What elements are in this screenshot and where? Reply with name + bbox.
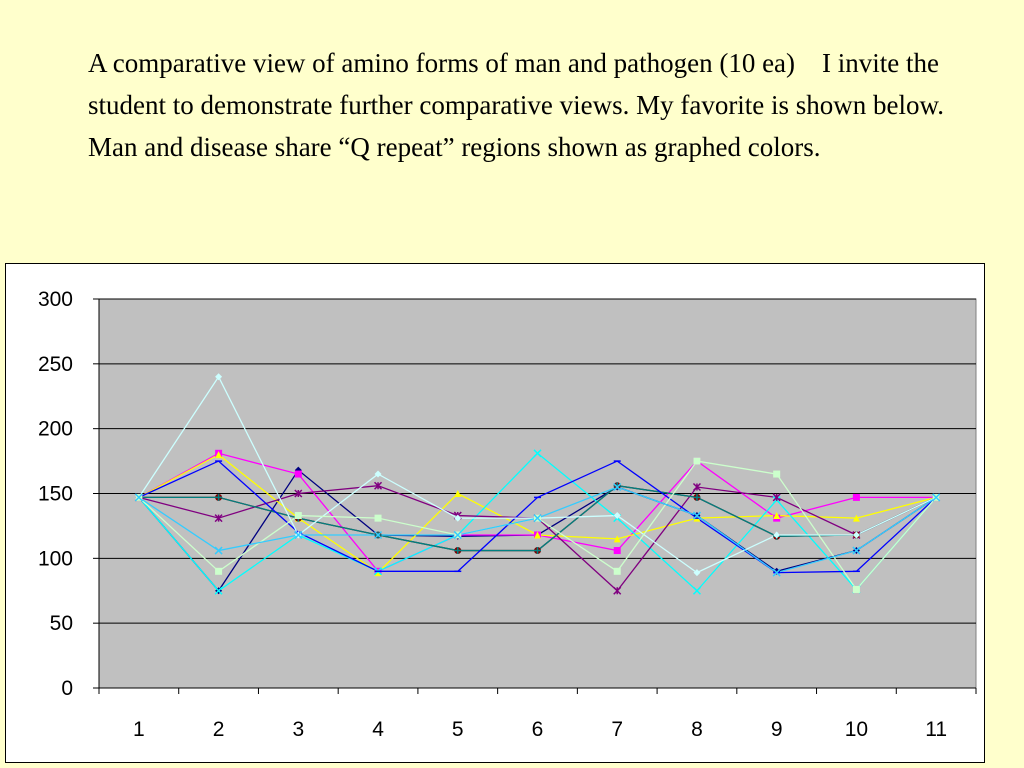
x-tick-label: 10 — [845, 718, 868, 741]
data-point — [214, 546, 223, 555]
data-point — [214, 586, 223, 595]
x-tick-label: 2 — [213, 718, 225, 741]
data-point — [773, 531, 781, 539]
data-point — [692, 511, 701, 520]
data-point — [613, 482, 622, 492]
data-point — [294, 470, 302, 478]
data-point — [613, 586, 622, 595]
data-point — [613, 567, 621, 575]
data-point — [772, 568, 781, 577]
y-tick-label: 300 — [38, 288, 73, 311]
data-point — [772, 493, 781, 502]
data-point — [773, 512, 781, 520]
data-point — [773, 470, 781, 478]
data-point — [294, 512, 302, 520]
x-tick-label: 5 — [452, 718, 464, 741]
x-tick-label: 3 — [292, 718, 304, 741]
data-point — [693, 569, 701, 577]
y-tick-label: 0 — [61, 677, 73, 700]
data-point — [534, 547, 541, 555]
chart-svg: 0 50 100 150 200 250 300 1 2 3 4 5 6 7 8 9 10 11 — [38, 288, 977, 741]
data-point — [613, 547, 621, 555]
data-point — [852, 514, 860, 522]
x-tick-label: 9 — [771, 718, 783, 741]
data-point — [374, 530, 383, 540]
data-point — [454, 490, 462, 497]
data-point — [613, 512, 621, 520]
data-point — [134, 493, 143, 502]
data-point — [215, 373, 223, 381]
data-point — [693, 457, 701, 465]
data-point — [214, 514, 223, 523]
y-tick-label: 100 — [38, 547, 73, 570]
data-point — [533, 449, 542, 458]
data-point — [533, 514, 542, 523]
data-point — [852, 493, 860, 501]
data-point — [215, 567, 223, 575]
data-point — [454, 547, 462, 555]
data-point — [374, 569, 382, 577]
data-point — [215, 451, 223, 459]
x-tick-label: 8 — [691, 718, 703, 741]
data-point — [932, 493, 941, 502]
y-tick-label: 150 — [38, 483, 73, 506]
x-tick-label: 4 — [372, 718, 384, 741]
x-tick-label: 6 — [532, 718, 544, 741]
data-point — [852, 546, 861, 555]
data-point — [374, 514, 382, 522]
y-tick-label: 250 — [38, 353, 73, 376]
x-tick-label: 1 — [133, 718, 145, 741]
data-point — [692, 586, 701, 595]
data-point — [613, 535, 621, 543]
data-point — [374, 470, 382, 478]
data-point — [453, 530, 462, 540]
data-point — [693, 493, 701, 501]
data-point — [692, 482, 701, 492]
x-tick-label: 7 — [611, 718, 623, 741]
y-tick-label: 200 — [38, 418, 73, 441]
data-point — [534, 531, 541, 539]
data-point — [215, 493, 223, 501]
data-point — [374, 481, 383, 490]
data-point — [852, 585, 860, 593]
y-tick-label: 50 — [50, 612, 73, 635]
data-point — [294, 530, 303, 540]
slide-caption: A comparative view of amino forms of man… — [88, 48, 958, 162]
data-point — [294, 489, 303, 498]
data-point — [852, 531, 860, 539]
data-point — [454, 514, 462, 522]
x-tick-label: 11 — [925, 718, 947, 741]
line-chart: 0 50 100 150 200 250 300 1 2 3 4 5 6 7 8 9 10 11 — [5, 263, 985, 763]
